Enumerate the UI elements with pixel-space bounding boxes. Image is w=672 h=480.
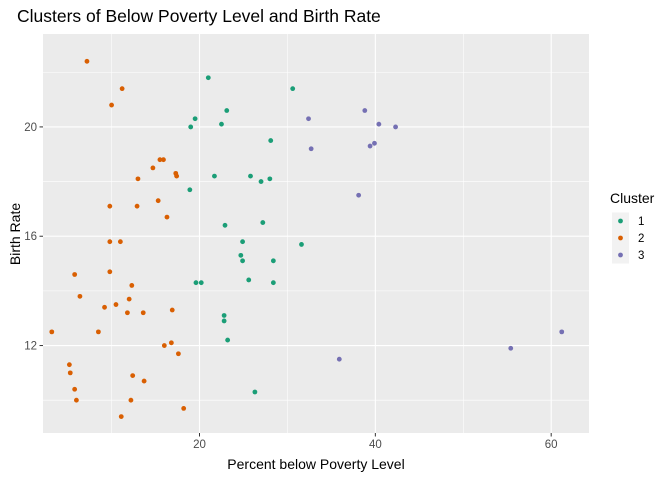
legend-title: Cluster (610, 190, 655, 206)
cluster-2-point (157, 157, 163, 163)
cluster-1-point (268, 138, 274, 143)
cluster-2-point (150, 165, 156, 171)
y-axis-ticks: 12 16 20 (24, 122, 43, 353)
cluster-2-point (107, 203, 113, 209)
cluster-2-point (126, 296, 132, 302)
cluster-1-point (299, 242, 304, 247)
x-axis-ticks: 20 40 60 (193, 433, 558, 451)
cluster-2-point (134, 203, 140, 209)
legend-key-point (618, 252, 623, 258)
cluster-2-point (84, 58, 90, 64)
legend-label-2: 2 (638, 233, 644, 245)
legend: Cluster 1 2 3 (610, 190, 655, 264)
cluster-2-point (141, 378, 147, 384)
cluster-3-point (376, 121, 382, 127)
cluster-2-point (67, 370, 73, 376)
cluster-1-point (188, 124, 194, 130)
chart-title: Clusters of Below Poverty Level and Birt… (17, 6, 381, 26)
cluster-2-point (161, 343, 167, 348)
y-tick-label: 16 (24, 231, 37, 243)
cluster-1-point (246, 277, 252, 283)
cluster-2-point (72, 386, 78, 392)
cluster-1-point (221, 318, 227, 324)
cluster-2-point (109, 102, 114, 108)
cluster-3-point (367, 143, 373, 149)
cluster-3-point (362, 108, 368, 113)
cluster-2-point (119, 86, 125, 92)
x-axis-title: Percent below Poverty Level (227, 456, 404, 472)
cluster-2-point (161, 157, 166, 163)
cluster-2-point (176, 351, 181, 357)
cluster-2-point (49, 329, 55, 335)
cluster-1-point (270, 258, 276, 264)
cluster-2-point (174, 173, 180, 179)
cluster-2-point (181, 406, 187, 411)
cluster-1-point (222, 222, 228, 228)
cluster-2-point (113, 302, 119, 307)
cluster-1-point (224, 108, 230, 113)
plot-panel (43, 34, 589, 433)
cluster-2-point (107, 239, 113, 245)
cluster-1-point (192, 116, 198, 122)
y-tick-label: 12 (24, 341, 37, 353)
data-points (49, 58, 565, 420)
cluster-3-point (308, 146, 314, 152)
legend-key-point (618, 218, 623, 224)
cluster-1-point (240, 239, 245, 245)
cluster-1-point (225, 337, 231, 343)
cluster-2-point (128, 397, 134, 403)
cluster-3-point (372, 140, 377, 146)
grid-lines (43, 34, 589, 433)
legend-key-point (618, 235, 623, 241)
y-axis-title: Birth Rate (7, 203, 23, 265)
cluster-3-point (356, 192, 362, 198)
x-tick-label: 40 (369, 439, 382, 451)
cluster-2-point (129, 283, 135, 288)
y-tick-label: 20 (24, 122, 37, 134)
cluster-3-point (508, 345, 514, 351)
cluster-1-point (248, 173, 253, 179)
cluster-2-point (102, 304, 107, 310)
cluster-1-point (219, 121, 224, 127)
cluster-1-point (258, 179, 264, 184)
cluster-2-point (169, 307, 175, 313)
legend-label-1: 1 (638, 216, 644, 228)
cluster-2-point (95, 329, 101, 335)
cluster-2-point (107, 269, 113, 275)
cluster-1-point (187, 187, 193, 193)
cluster-2-point (140, 310, 146, 316)
cluster-2-point (72, 272, 78, 277)
cluster-1-point (290, 86, 296, 92)
cluster-1-point (193, 280, 199, 286)
cluster-3-point (306, 116, 311, 122)
cluster-2-point (135, 176, 141, 182)
cluster-1-point (252, 389, 258, 395)
cluster-2-point (168, 340, 174, 346)
cluster-1-point (212, 173, 217, 179)
cluster-2-point (155, 198, 161, 204)
cluster-2-point (118, 414, 124, 420)
cluster-1-point (198, 280, 204, 286)
cluster-1-point (240, 258, 245, 264)
cluster-2-point (164, 214, 170, 220)
cluster-2-point (117, 239, 123, 245)
cluster-1-point (270, 280, 276, 286)
x-tick-label: 20 (193, 439, 206, 451)
cluster-1-point (221, 313, 227, 318)
cluster-3-point (393, 124, 398, 130)
legend-label-3: 3 (638, 250, 644, 262)
cluster-3-point (336, 356, 342, 362)
cluster-3-point (559, 329, 565, 335)
cluster-2-point (130, 373, 136, 379)
cluster-2-point (74, 397, 79, 403)
cluster-2-point (66, 362, 72, 368)
x-tick-label: 60 (545, 439, 558, 451)
cluster-2-point (77, 293, 83, 299)
cluster-1-point (260, 220, 266, 225)
cluster-1-point (267, 176, 273, 182)
cluster-1-point (205, 75, 211, 81)
cluster-2-point (125, 310, 130, 316)
cluster-1-point (238, 252, 244, 258)
